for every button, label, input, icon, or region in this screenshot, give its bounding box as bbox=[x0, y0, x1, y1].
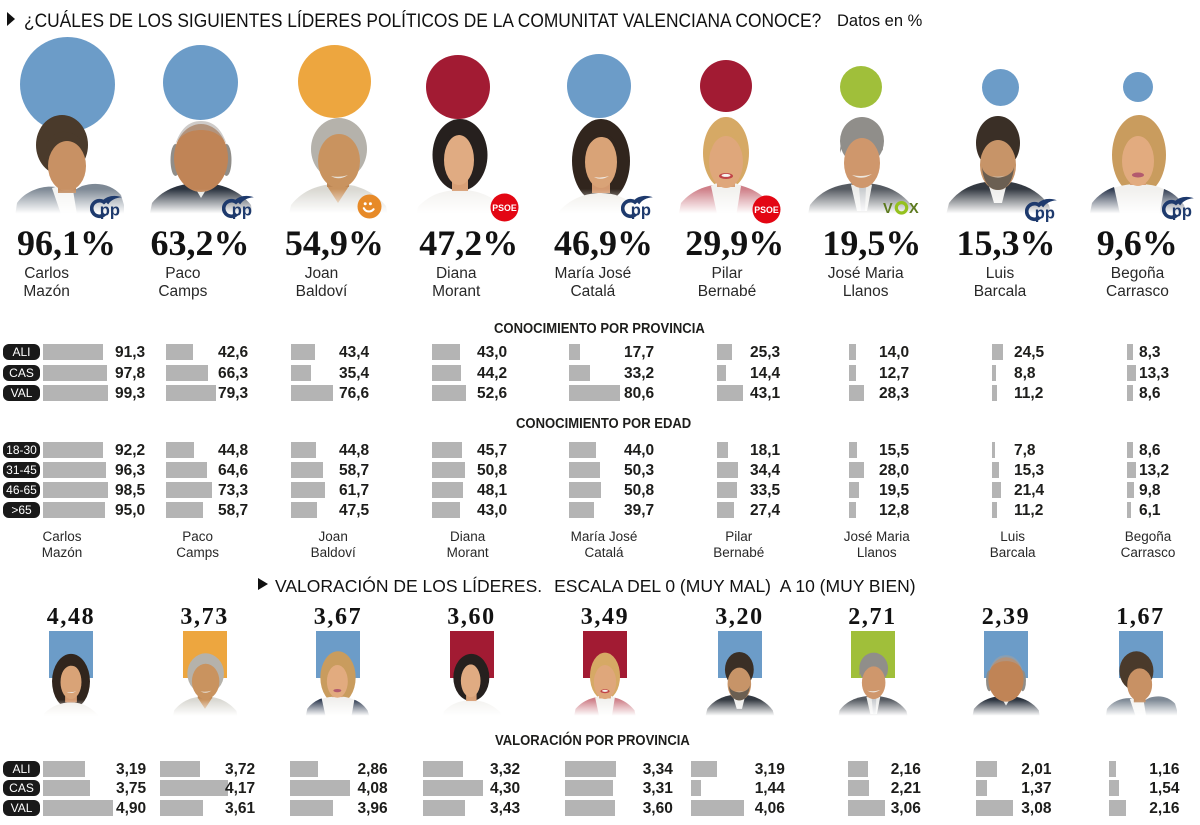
svg-text:X: X bbox=[909, 201, 919, 216]
svg-text:PSOE: PSOE bbox=[492, 203, 517, 213]
svg-text:PSOE: PSOE bbox=[754, 205, 779, 215]
svg-text:pp: pp bbox=[631, 202, 651, 220]
svg-text:pp: pp bbox=[1035, 205, 1055, 223]
svg-text:V: V bbox=[883, 201, 893, 216]
svg-text:pp: pp bbox=[99, 202, 119, 220]
svg-text:pp: pp bbox=[1172, 203, 1192, 221]
svg-text:pp: pp bbox=[232, 202, 252, 220]
